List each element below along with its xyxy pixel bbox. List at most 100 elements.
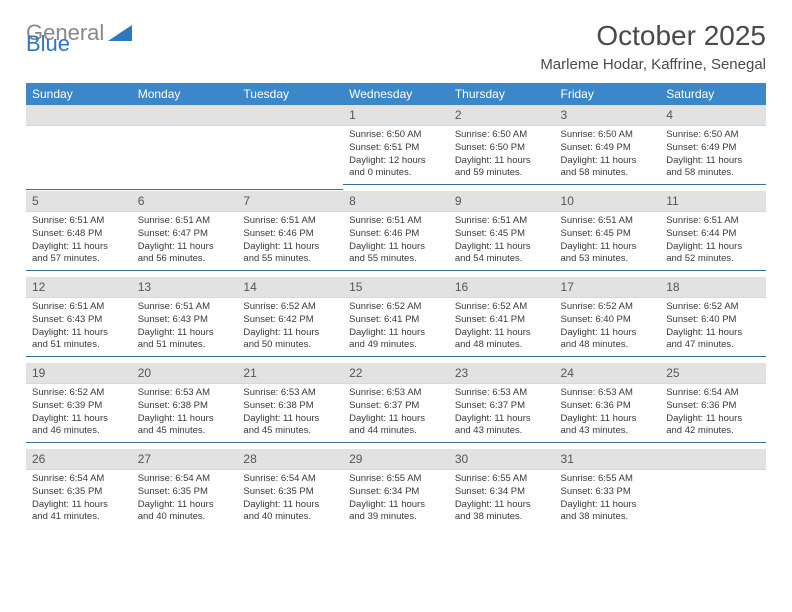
weekday-header: Wednesday [343, 83, 449, 105]
day-body: Sunrise: 6:55 AMSunset: 6:34 PMDaylight:… [449, 470, 555, 528]
weekday-header: Thursday [449, 83, 555, 105]
calendar-week-row: 1Sunrise: 6:50 AMSunset: 6:51 PMDaylight… [26, 105, 766, 191]
day-number: 30 [449, 449, 555, 470]
day-body: Sunrise: 6:50 AMSunset: 6:49 PMDaylight:… [555, 126, 661, 185]
calendar-cell: 26Sunrise: 6:54 AMSunset: 6:35 PMDayligh… [26, 449, 132, 535]
day-number: 10 [555, 191, 661, 212]
logo-triangle-icon [108, 23, 134, 43]
calendar-cell: 22Sunrise: 6:53 AMSunset: 6:37 PMDayligh… [343, 363, 449, 449]
calendar-cell [132, 105, 238, 191]
day-number: 19 [26, 363, 132, 384]
calendar-cell: 31Sunrise: 6:55 AMSunset: 6:33 PMDayligh… [555, 449, 661, 535]
calendar-cell: 12Sunrise: 6:51 AMSunset: 6:43 PMDayligh… [26, 277, 132, 363]
day-number: 8 [343, 191, 449, 212]
day-body: Sunrise: 6:55 AMSunset: 6:33 PMDaylight:… [555, 470, 661, 528]
day-number: 21 [237, 363, 343, 384]
calendar-cell: 27Sunrise: 6:54 AMSunset: 6:35 PMDayligh… [132, 449, 238, 535]
day-body: Sunrise: 6:51 AMSunset: 6:45 PMDaylight:… [555, 212, 661, 271]
day-body: Sunrise: 6:51 AMSunset: 6:48 PMDaylight:… [26, 212, 132, 271]
weekday-header-row: Sunday Monday Tuesday Wednesday Thursday… [26, 83, 766, 105]
day-number: 31 [555, 449, 661, 470]
calendar-cell: 9Sunrise: 6:51 AMSunset: 6:45 PMDaylight… [449, 191, 555, 277]
day-number: 3 [555, 105, 661, 126]
day-body-empty [132, 126, 238, 190]
calendar-cell [660, 449, 766, 535]
day-body: Sunrise: 6:53 AMSunset: 6:37 PMDaylight:… [343, 384, 449, 443]
calendar-cell: 3Sunrise: 6:50 AMSunset: 6:49 PMDaylight… [555, 105, 661, 191]
day-body: Sunrise: 6:51 AMSunset: 6:47 PMDaylight:… [132, 212, 238, 271]
day-body-empty [26, 126, 132, 190]
day-number: 9 [449, 191, 555, 212]
day-number: 28 [237, 449, 343, 470]
day-number: 5 [26, 191, 132, 212]
day-body: Sunrise: 6:53 AMSunset: 6:38 PMDaylight:… [237, 384, 343, 443]
calendar-cell: 5Sunrise: 6:51 AMSunset: 6:48 PMDaylight… [26, 191, 132, 277]
day-number: 18 [660, 277, 766, 298]
calendar-cell: 13Sunrise: 6:51 AMSunset: 6:43 PMDayligh… [132, 277, 238, 363]
day-number-empty [660, 449, 766, 470]
day-number: 26 [26, 449, 132, 470]
day-number: 25 [660, 363, 766, 384]
day-number: 17 [555, 277, 661, 298]
calendar-cell: 16Sunrise: 6:52 AMSunset: 6:41 PMDayligh… [449, 277, 555, 363]
day-number: 20 [132, 363, 238, 384]
day-body: Sunrise: 6:51 AMSunset: 6:43 PMDaylight:… [132, 298, 238, 357]
day-body: Sunrise: 6:51 AMSunset: 6:44 PMDaylight:… [660, 212, 766, 271]
calendar-cell: 2Sunrise: 6:50 AMSunset: 6:50 PMDaylight… [449, 105, 555, 191]
day-body: Sunrise: 6:52 AMSunset: 6:42 PMDaylight:… [237, 298, 343, 357]
day-body-empty [237, 126, 343, 190]
day-body: Sunrise: 6:54 AMSunset: 6:36 PMDaylight:… [660, 384, 766, 443]
header: General Blue October 2025 Marleme Hodar,… [26, 20, 766, 73]
calendar-cell: 7Sunrise: 6:51 AMSunset: 6:46 PMDaylight… [237, 191, 343, 277]
calendar-cell: 6Sunrise: 6:51 AMSunset: 6:47 PMDaylight… [132, 191, 238, 277]
calendar-cell: 18Sunrise: 6:52 AMSunset: 6:40 PMDayligh… [660, 277, 766, 363]
day-body: Sunrise: 6:52 AMSunset: 6:41 PMDaylight:… [449, 298, 555, 357]
day-number: 4 [660, 105, 766, 126]
location-text: Marleme Hodar, Kaffrine, Senegal [540, 56, 766, 73]
calendar-cell: 1Sunrise: 6:50 AMSunset: 6:51 PMDaylight… [343, 105, 449, 191]
day-number: 27 [132, 449, 238, 470]
day-number: 23 [449, 363, 555, 384]
day-body: Sunrise: 6:54 AMSunset: 6:35 PMDaylight:… [132, 470, 238, 528]
calendar-cell: 21Sunrise: 6:53 AMSunset: 6:38 PMDayligh… [237, 363, 343, 449]
calendar-cell: 24Sunrise: 6:53 AMSunset: 6:36 PMDayligh… [555, 363, 661, 449]
day-body: Sunrise: 6:51 AMSunset: 6:46 PMDaylight:… [343, 212, 449, 271]
calendar-week-row: 19Sunrise: 6:52 AMSunset: 6:39 PMDayligh… [26, 363, 766, 449]
calendar-cell: 10Sunrise: 6:51 AMSunset: 6:45 PMDayligh… [555, 191, 661, 277]
day-body: Sunrise: 6:55 AMSunset: 6:34 PMDaylight:… [343, 470, 449, 528]
day-body: Sunrise: 6:51 AMSunset: 6:43 PMDaylight:… [26, 298, 132, 357]
weekday-header: Saturday [660, 83, 766, 105]
calendar-body: 1Sunrise: 6:50 AMSunset: 6:51 PMDaylight… [26, 105, 766, 535]
day-body: Sunrise: 6:52 AMSunset: 6:39 PMDaylight:… [26, 384, 132, 443]
calendar-week-row: 26Sunrise: 6:54 AMSunset: 6:35 PMDayligh… [26, 449, 766, 535]
day-number: 22 [343, 363, 449, 384]
calendar-cell: 17Sunrise: 6:52 AMSunset: 6:40 PMDayligh… [555, 277, 661, 363]
day-number: 16 [449, 277, 555, 298]
logo: General Blue [26, 20, 134, 46]
day-number: 14 [237, 277, 343, 298]
calendar-cell: 8Sunrise: 6:51 AMSunset: 6:46 PMDaylight… [343, 191, 449, 277]
calendar-cell: 29Sunrise: 6:55 AMSunset: 6:34 PMDayligh… [343, 449, 449, 535]
day-body: Sunrise: 6:51 AMSunset: 6:46 PMDaylight:… [237, 212, 343, 271]
day-body: Sunrise: 6:52 AMSunset: 6:40 PMDaylight:… [555, 298, 661, 357]
calendar-cell: 15Sunrise: 6:52 AMSunset: 6:41 PMDayligh… [343, 277, 449, 363]
day-body: Sunrise: 6:50 AMSunset: 6:50 PMDaylight:… [449, 126, 555, 185]
day-number: 1 [343, 105, 449, 126]
calendar-cell: 25Sunrise: 6:54 AMSunset: 6:36 PMDayligh… [660, 363, 766, 449]
day-number: 12 [26, 277, 132, 298]
day-number-empty [26, 105, 132, 126]
calendar-cell [237, 105, 343, 191]
day-number: 11 [660, 191, 766, 212]
day-body: Sunrise: 6:52 AMSunset: 6:41 PMDaylight:… [343, 298, 449, 357]
day-body: Sunrise: 6:53 AMSunset: 6:38 PMDaylight:… [132, 384, 238, 443]
calendar-cell [26, 105, 132, 191]
calendar-cell: 20Sunrise: 6:53 AMSunset: 6:38 PMDayligh… [132, 363, 238, 449]
calendar-cell: 19Sunrise: 6:52 AMSunset: 6:39 PMDayligh… [26, 363, 132, 449]
day-number: 7 [237, 191, 343, 212]
day-body: Sunrise: 6:50 AMSunset: 6:51 PMDaylight:… [343, 126, 449, 185]
day-body: Sunrise: 6:53 AMSunset: 6:36 PMDaylight:… [555, 384, 661, 443]
day-number: 24 [555, 363, 661, 384]
weekday-header: Tuesday [237, 83, 343, 105]
day-number: 29 [343, 449, 449, 470]
day-body-empty [660, 470, 766, 534]
